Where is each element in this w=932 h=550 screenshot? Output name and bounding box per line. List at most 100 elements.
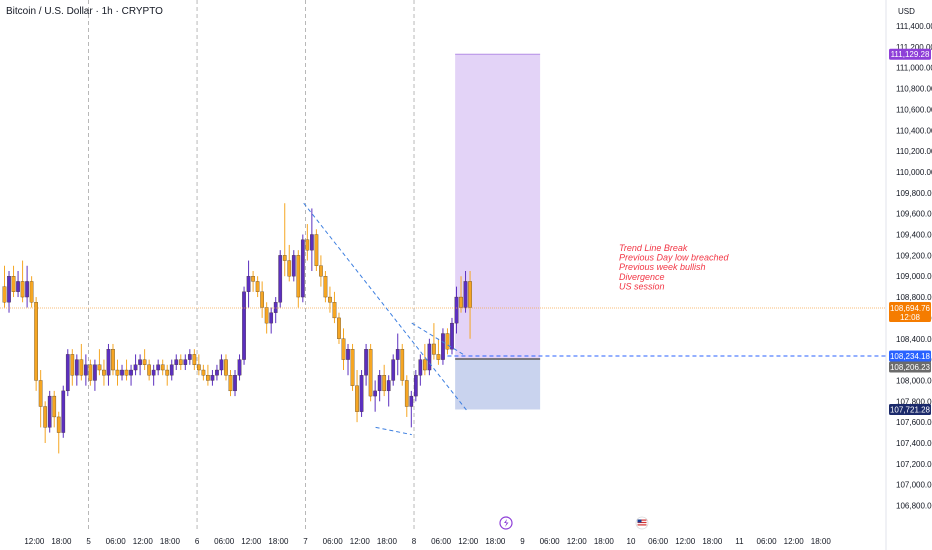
candle-body — [174, 359, 179, 365]
previous-price-badge — [889, 361, 931, 373]
candle-body — [111, 349, 115, 371]
candle-body — [273, 302, 278, 313]
candle-body — [373, 390, 377, 397]
y-tick-label: 107,200.00 — [896, 460, 932, 469]
candle-body — [350, 349, 355, 386]
y-tick-label: 107,800.00 — [896, 397, 932, 406]
x-tick-label: 12:00 — [567, 537, 588, 546]
candle-body — [328, 296, 332, 303]
candle-body — [102, 369, 106, 376]
candle-body — [187, 354, 192, 360]
candle-body — [106, 349, 111, 376]
y-axis: 106,800.00 107,000.00 107,200.00 107,400.00… — [896, 22, 932, 511]
annotation-line: Previous week bullish — [619, 262, 706, 272]
x-tick-label: 12:00 — [458, 537, 479, 546]
candle-body — [169, 364, 174, 376]
candle-body — [79, 359, 84, 376]
candle-body — [337, 317, 341, 339]
candle-body — [142, 359, 147, 365]
y-tick-label: 109,200.00 — [896, 251, 932, 260]
candle-body — [115, 369, 120, 376]
x-tick-label: 18:00 — [377, 537, 398, 546]
candle-body — [432, 343, 436, 355]
candle-body — [323, 276, 328, 298]
candle-body — [382, 375, 387, 392]
y-tick-label: 111,200.00 — [896, 43, 932, 52]
candle-body — [2, 286, 7, 303]
y-tick-label: 111,000.00 — [896, 64, 932, 73]
y-tick-label: 110,400.00 — [896, 126, 932, 135]
y-tick-label: 110,800.00 — [896, 85, 932, 94]
candle-body — [56, 416, 61, 433]
annotation-line: US session — [619, 281, 665, 291]
candle-body — [359, 375, 364, 412]
candle-body — [160, 364, 165, 371]
x-tick-label: 18:00 — [702, 537, 723, 546]
y-tick-label: 111,400.00 — [896, 22, 932, 31]
target-zone — [455, 54, 541, 359]
candle-body — [43, 406, 48, 428]
lower-trend-2-line — [411, 322, 464, 355]
candle-body — [242, 291, 246, 360]
candle-body — [269, 312, 274, 324]
position-zones — [455, 53, 541, 410]
y-tick-label: 110,000.00 — [896, 168, 932, 177]
candle-body — [7, 276, 11, 303]
candle-body — [197, 364, 201, 371]
candle-body — [70, 354, 75, 376]
candle-body — [219, 359, 224, 371]
candle-body — [319, 265, 323, 277]
upper-trend-line — [303, 202, 469, 413]
candle-body — [215, 369, 219, 376]
y-tick-label: 107,400.00 — [896, 439, 932, 448]
candle-body — [151, 369, 156, 376]
candle-body — [233, 375, 237, 392]
candle-body — [138, 359, 142, 365]
x-tick-label: 12:00 — [675, 537, 696, 546]
candle-body — [156, 364, 161, 371]
candle-body — [260, 291, 264, 308]
candle-body — [314, 234, 319, 266]
candle-body — [129, 369, 133, 376]
x-tick-label: 12:00 — [241, 537, 262, 546]
candle-body — [192, 354, 197, 365]
x-tick-label: 06:00 — [540, 537, 561, 546]
candle-body — [65, 354, 70, 392]
flash-icon[interactable] — [499, 516, 513, 530]
candle-body — [346, 349, 350, 360]
y-tick-label: 106,800.00 — [896, 502, 932, 511]
candle-body — [441, 333, 445, 360]
candle-body — [454, 296, 459, 324]
y-tick-label: 109,800.00 — [896, 189, 932, 198]
current-price-label: 108,694.76 — [890, 304, 931, 313]
candle-body — [25, 281, 29, 298]
x-tick-label: 12:00 — [350, 537, 371, 546]
x-tick-label: 18:00 — [594, 537, 615, 546]
candle-body — [463, 281, 468, 308]
candle-body — [97, 364, 102, 371]
candle-body — [409, 395, 414, 407]
x-tick-label: 06:00 — [323, 537, 344, 546]
x-tick-label: 11 — [735, 537, 744, 546]
x-tick-label: 12:00 — [24, 537, 45, 546]
target-badge — [889, 48, 931, 60]
candle-body — [178, 359, 183, 365]
candle-body — [445, 333, 450, 350]
candle-body — [133, 364, 138, 371]
x-tick-label: 12:00 — [133, 537, 154, 546]
x-tick-label: 12:00 — [784, 537, 805, 546]
x-tick-label: 06:00 — [431, 537, 452, 546]
candle-body — [61, 390, 66, 433]
us-flag-icon[interactable] — [635, 516, 649, 530]
x-tick-label: 18:00 — [51, 537, 72, 546]
chart-title: Bitcoin / U.S. Dollar · 1h · CRYPTO — [6, 6, 163, 17]
candle-body — [459, 296, 463, 308]
candle-body — [228, 375, 233, 392]
candle-body — [88, 364, 93, 381]
candle-body — [34, 302, 38, 381]
candle-body — [206, 375, 210, 381]
x-axis: 12:00 18:00 5 06:00 12:00 18:00 6 06:00 12:00 18:… — [24, 537, 831, 546]
current-price-badge — [889, 302, 931, 323]
overlay-lines — [0, 202, 886, 436]
